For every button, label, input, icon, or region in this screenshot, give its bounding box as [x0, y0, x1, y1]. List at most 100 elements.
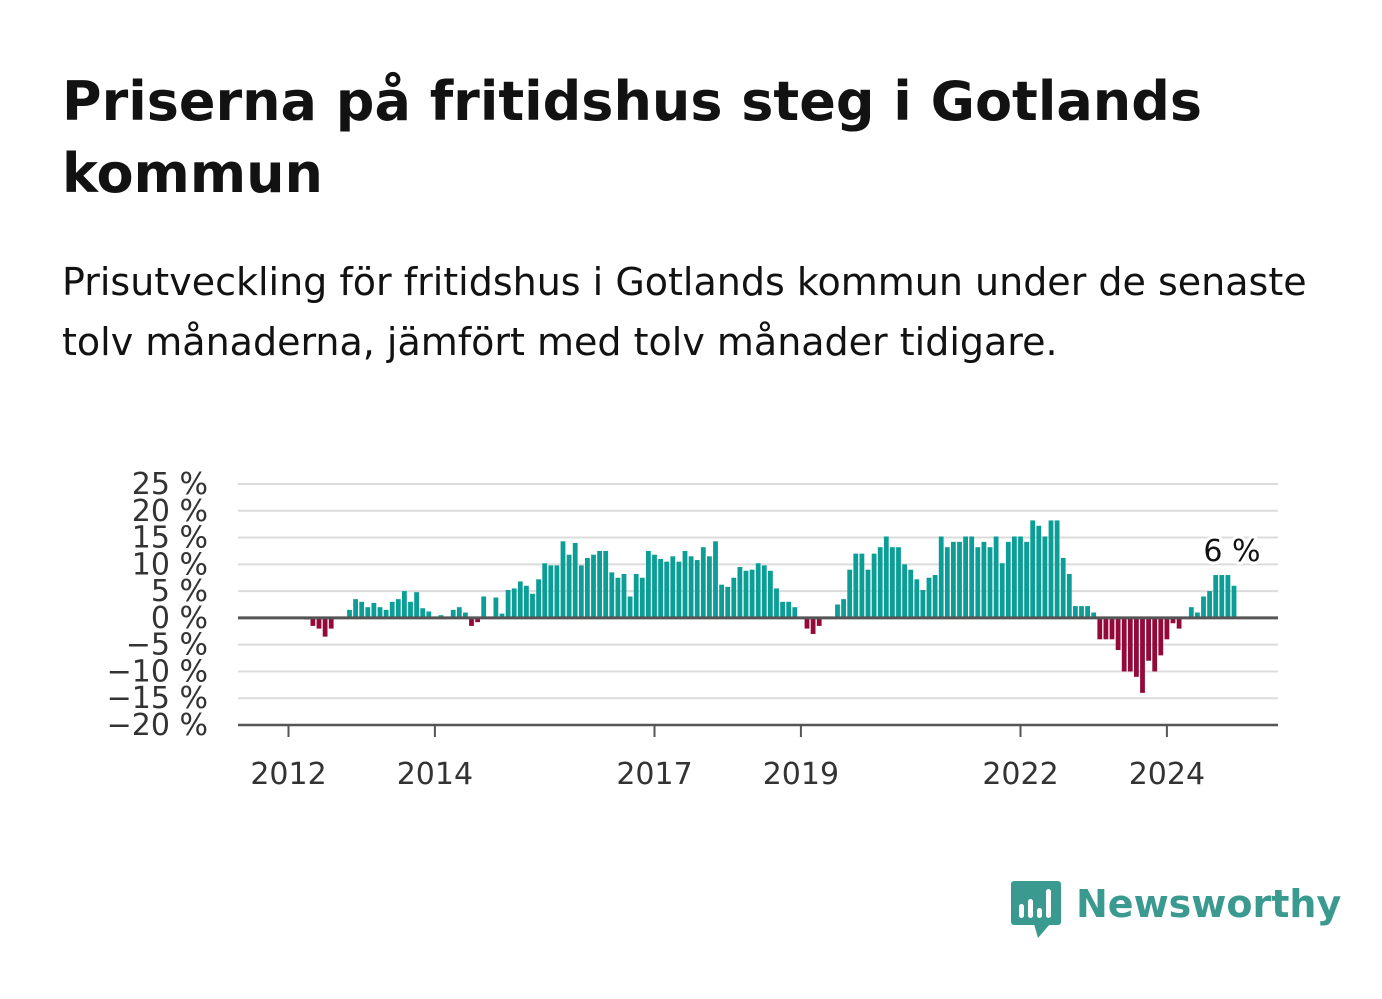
bar: [743, 570, 749, 618]
bar: [664, 561, 670, 618]
bar: [572, 542, 578, 618]
bar: [713, 541, 718, 618]
bar: [1115, 617, 1121, 651]
x-tick-label: 2012: [250, 757, 326, 792]
bar: [1091, 612, 1097, 618]
bar: [688, 556, 694, 618]
bar: [353, 599, 358, 618]
bar-series: [304, 520, 1237, 693]
bar: [1042, 536, 1048, 618]
bar: [1079, 606, 1084, 618]
brand-logo: Newsworthy: [1010, 880, 1341, 940]
bar: [1158, 617, 1164, 656]
bar: [1024, 541, 1029, 618]
bar: [615, 577, 621, 618]
bar: [786, 601, 792, 618]
bar: [469, 617, 474, 626]
bar: [1207, 591, 1212, 618]
y-tick-label: 25 %: [132, 467, 208, 502]
bar: [524, 585, 529, 618]
bar: [1012, 536, 1017, 618]
bar: [481, 596, 487, 618]
bar: [347, 609, 352, 618]
bar: [993, 536, 999, 618]
bar: [548, 565, 554, 618]
bar: [310, 617, 316, 626]
bar: [944, 547, 950, 618]
y-tick-label: −20 %: [107, 708, 208, 743]
bar: [395, 599, 401, 618]
bar: [591, 554, 596, 618]
y-tick-label: −10 %: [107, 654, 208, 689]
bar: [841, 599, 846, 618]
bar: [1066, 573, 1072, 618]
bar: [725, 586, 731, 618]
bar: [737, 567, 743, 618]
y-tick-label: −15 %: [107, 681, 208, 716]
bar: [804, 617, 810, 629]
bar: [774, 588, 779, 618]
bar: [322, 617, 328, 637]
bar: [542, 563, 548, 618]
y-axis-tick-labels: 25 %20 %15 %10 %5 %0 %−5 %−10 %−15 %−20 …: [107, 467, 208, 743]
bar: [511, 588, 517, 618]
bar: [768, 570, 773, 618]
bar: [426, 611, 432, 618]
x-tick-label: 2017: [616, 757, 692, 792]
bar: [859, 553, 865, 618]
bar: [646, 550, 651, 618]
bar: [883, 536, 889, 618]
bar: [1121, 617, 1127, 672]
bar: [1060, 557, 1066, 618]
bar: [603, 550, 609, 618]
x-tick-label: 2022: [982, 757, 1058, 792]
bar: [810, 617, 816, 634]
bar: [926, 577, 932, 618]
bar: [621, 573, 627, 618]
x-axis-tick-labels: 2012 2014 2017 2019 2022 2024: [250, 725, 1205, 792]
bar: [719, 584, 724, 618]
bar: [1109, 617, 1115, 640]
bar: [938, 536, 944, 618]
bar: [414, 592, 419, 618]
bar: [408, 601, 413, 618]
bar: [560, 541, 566, 618]
bar: [987, 547, 993, 618]
y-tick-label: 20 %: [132, 494, 208, 529]
bar: [316, 617, 322, 629]
bar: [517, 581, 523, 618]
bar: [627, 596, 633, 618]
bar: [908, 569, 914, 618]
brand-name: Newsworthy: [1076, 882, 1342, 926]
bar: [1018, 536, 1023, 618]
bar: [652, 554, 657, 618]
bar: [402, 591, 407, 618]
bar: [957, 541, 962, 618]
bar: [383, 609, 389, 618]
bar: [1127, 617, 1133, 672]
bar: [633, 573, 639, 618]
bar: [597, 550, 602, 618]
bar: [1097, 617, 1103, 640]
bar: [914, 579, 920, 618]
bar: [694, 560, 700, 618]
bar: [554, 565, 560, 618]
bar: [499, 613, 505, 618]
y-tick-label: 15 %: [132, 521, 208, 556]
bar: [1219, 575, 1225, 618]
bar: [932, 575, 938, 618]
bar: [1188, 607, 1194, 618]
bar: [755, 563, 761, 618]
x-tick-label: 2014: [397, 757, 473, 792]
bar: [682, 550, 688, 618]
bar: [493, 597, 499, 618]
x-tick-label: 2019: [763, 757, 839, 792]
bar: [475, 617, 480, 623]
bar: [890, 547, 895, 618]
bar: [1036, 525, 1042, 618]
bar: [365, 607, 371, 618]
bar: [1231, 585, 1237, 618]
bar: [1073, 606, 1078, 618]
chart-title: Priserna på fritidshus steg i Gotlands k…: [62, 70, 1203, 205]
bar: [896, 547, 901, 618]
